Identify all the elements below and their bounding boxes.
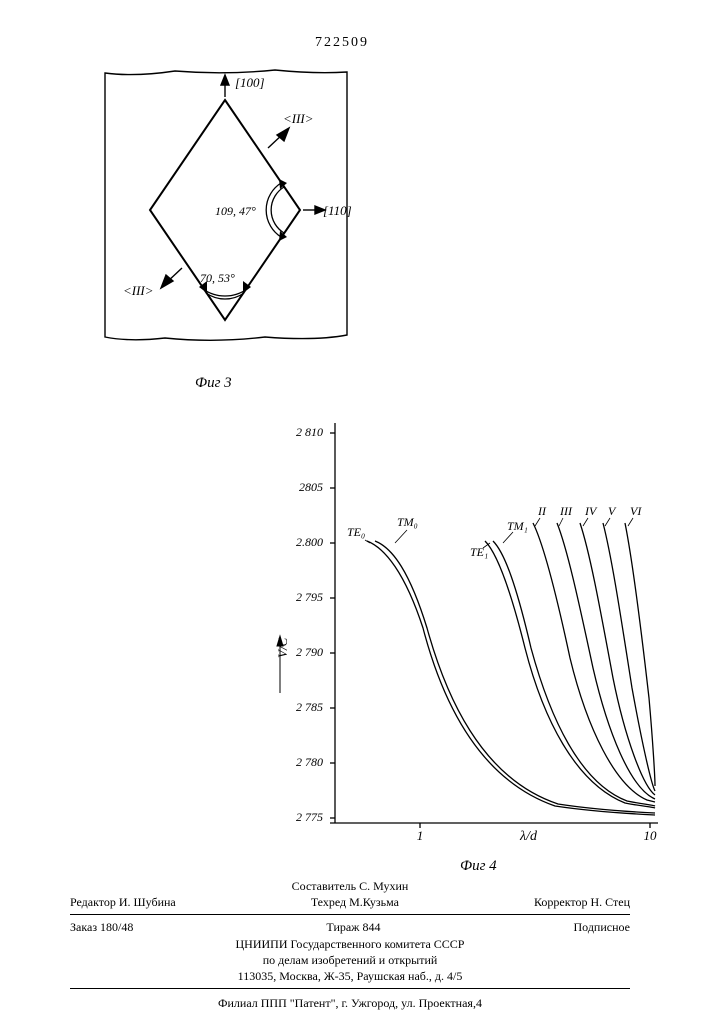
svg-text:2 795: 2 795 — [296, 590, 323, 604]
y-axis-label: V/C — [275, 637, 290, 658]
y-axis-arrow — [277, 636, 283, 693]
footer-tirage: Тираж 844 — [326, 919, 380, 935]
footer-address1: 113035, Москва, Ж-35, Раушская наб., д. … — [70, 968, 630, 984]
svg-text:2805: 2805 — [299, 480, 323, 494]
figure-4: 2 775 2 780 2 785 2 790 2 795 2.800 2805… — [275, 408, 665, 858]
footer-compiler: Составитель С. Мухин — [70, 878, 630, 894]
footer: Составитель С. Мухин Редактор И. Шубина … — [70, 878, 630, 1011]
svg-text:2 780: 2 780 — [296, 755, 323, 769]
footer-order: Заказ 180/48 — [70, 919, 133, 935]
svg-text:2 775: 2 775 — [296, 810, 323, 824]
svg-text:TE₀: TE₀ — [347, 525, 365, 539]
curves — [367, 523, 655, 815]
fig4-caption: Фиг 4 — [460, 858, 497, 875]
svg-text:III: III — [559, 504, 573, 518]
curve-II — [533, 523, 655, 802]
svg-text:V: V — [608, 504, 617, 518]
label-110: [110] — [323, 203, 352, 218]
page-number: 722509 — [315, 35, 369, 51]
svg-text:1: 1 — [417, 828, 424, 843]
footer-corrector: Корректор Н. Стец — [534, 894, 630, 910]
footer-branch: Филиал ППП "Патент", г. Ужгород, ул. Про… — [70, 995, 630, 1011]
footer-org1: ЦНИИПИ Государственного комитета СССР — [70, 936, 630, 952]
svg-text:TE₁: TE₁ — [470, 545, 488, 559]
svg-text:TM₁: TM₁ — [507, 519, 528, 533]
x-axis-label: λ/d — [519, 829, 538, 844]
curve-VI — [625, 523, 655, 786]
svg-text:IV: IV — [584, 504, 598, 518]
footer-techred: Техред М.Кузьма — [311, 894, 399, 910]
divider — [70, 988, 630, 989]
label-iii-lower: <III> — [123, 283, 154, 298]
y-tick-labels: 2 775 2 780 2 785 2 790 2 795 2.800 2805… — [296, 425, 323, 824]
label-angle-bottom: 70, 53° — [200, 271, 235, 285]
curve-V — [603, 523, 655, 791]
svg-text:2 810: 2 810 — [296, 425, 323, 439]
fig3-caption: Фиг 3 — [195, 375, 232, 392]
divider — [70, 914, 630, 915]
footer-org2: по делам изобретений и открытий — [70, 952, 630, 968]
svg-text:2 790: 2 790 — [296, 645, 323, 659]
label-100: [100] — [235, 75, 265, 90]
curve-labels: TE₀ TM₀ TE₁ TM₁ II III IV V VI — [347, 504, 642, 559]
footer-editor: Редактор И. Шубина — [70, 894, 176, 910]
footer-subscription: Подписное — [574, 919, 631, 935]
svg-text:VI: VI — [630, 504, 642, 518]
svg-text:10: 10 — [644, 828, 658, 843]
label-iii-upper: <III> — [283, 111, 314, 126]
svg-text:2.800: 2.800 — [296, 535, 323, 549]
svg-text:II: II — [537, 504, 547, 518]
arrows — [161, 75, 325, 288]
svg-text:TM₀: TM₀ — [397, 515, 418, 529]
label-angle-right: 109, 47° — [215, 204, 256, 218]
figure-3: [100] [110] <III> <III> 109, 47° 70, 53° — [95, 65, 355, 365]
svg-text:2 785: 2 785 — [296, 700, 323, 714]
